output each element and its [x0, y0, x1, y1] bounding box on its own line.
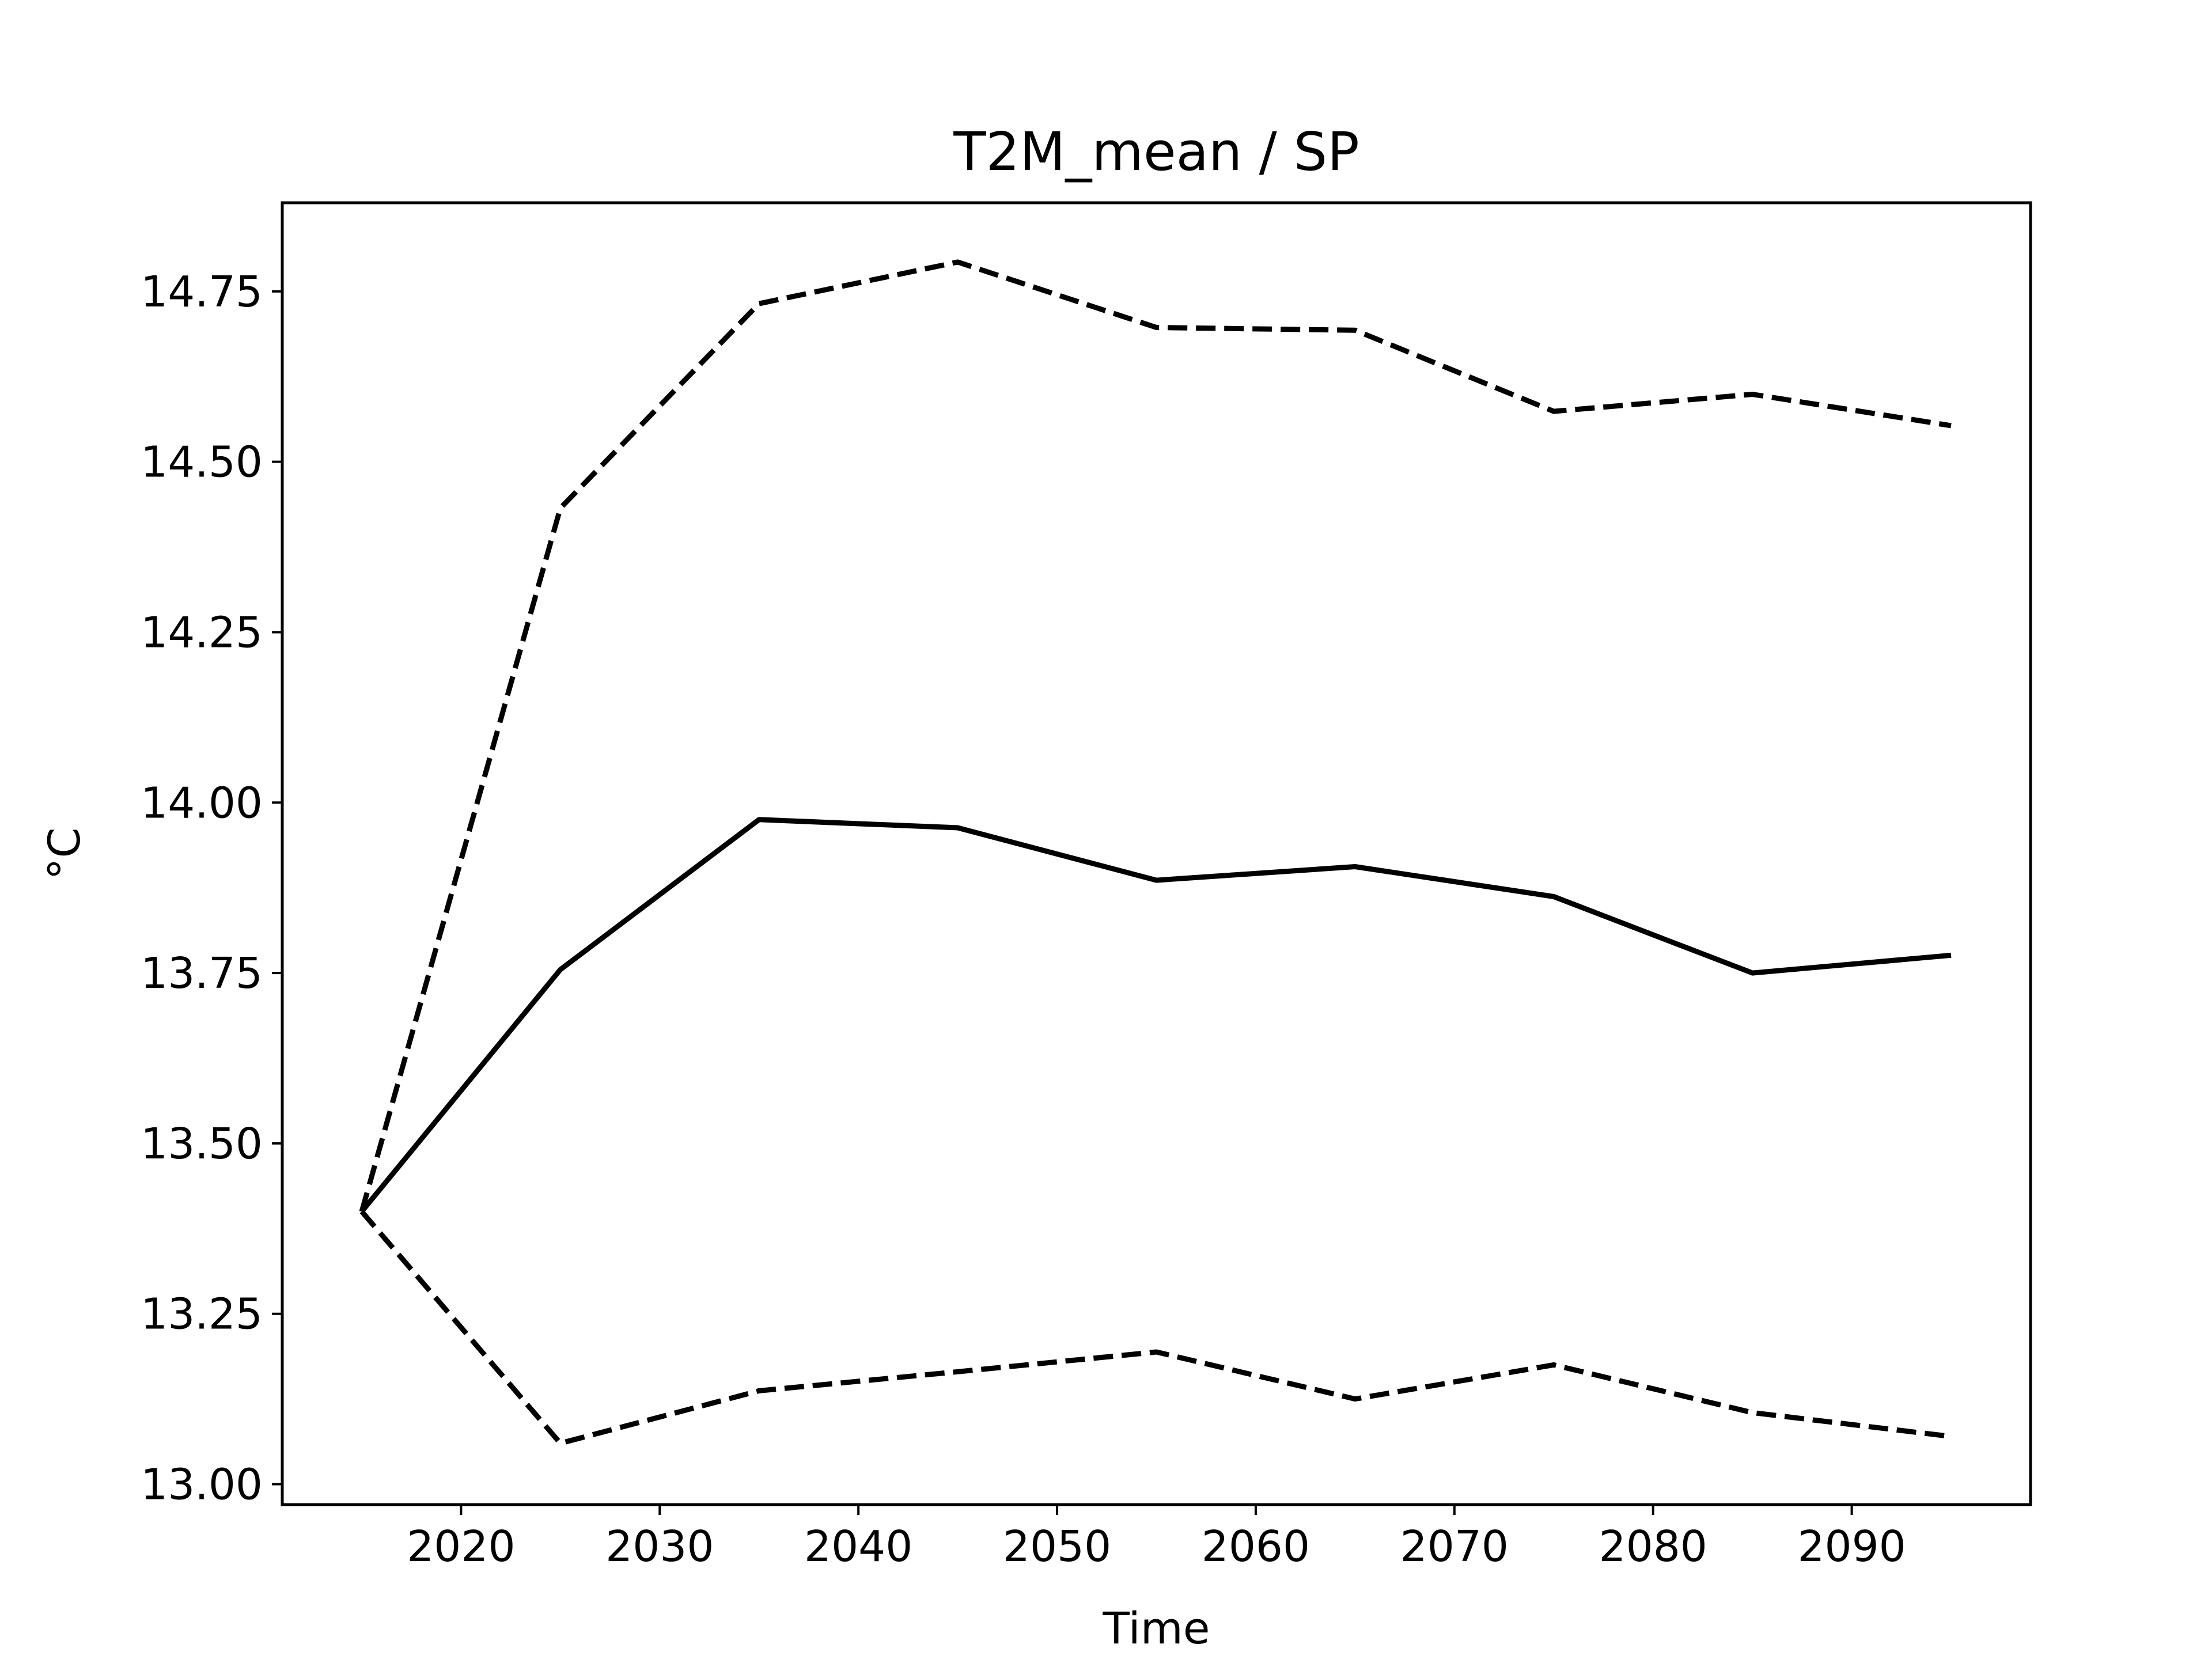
y-tick-label: 14.50: [141, 438, 263, 487]
x-tick-label: 2090: [1797, 1522, 1906, 1571]
y-axis-label: °C: [39, 827, 90, 880]
series-layer: [359, 259, 1952, 1446]
series-line-3: [359, 1210, 1952, 1446]
series-line-2: [359, 259, 1952, 1213]
x-tick-label: 2030: [605, 1522, 714, 1571]
x-tick-label: 2020: [407, 1522, 515, 1571]
y-axis: 13.00 13.25 13.50 13.75 14.00 14.25 14.50 14.75: [141, 267, 282, 1510]
y-tick-label: 13.25: [141, 1290, 263, 1339]
x-tick-label: 2050: [1003, 1522, 1111, 1571]
series-line-1: [359, 817, 1952, 1214]
plot-frame: [281, 201, 2032, 1506]
y-tick-label: 13.75: [141, 949, 263, 998]
y-tick-label: 14.75: [141, 267, 263, 317]
x-axis: 2020 2030 2040 2050 2060 2070 2080 2090: [407, 1505, 1906, 1571]
y-tick-label: 14.00: [141, 778, 263, 828]
y-tick-label: 13.50: [141, 1119, 263, 1169]
x-tick-label: 2060: [1202, 1522, 1310, 1571]
x-tick-label: 2070: [1400, 1522, 1509, 1571]
y-tick-label: 14.25: [141, 608, 263, 657]
chart-title: T2M_mean / SP: [953, 121, 1359, 183]
x-tick-label: 2080: [1599, 1522, 1707, 1571]
x-axis-label: Time: [1103, 1603, 1210, 1654]
y-tick-label: 13.00: [141, 1460, 263, 1510]
x-tick-label: 2040: [804, 1522, 912, 1571]
